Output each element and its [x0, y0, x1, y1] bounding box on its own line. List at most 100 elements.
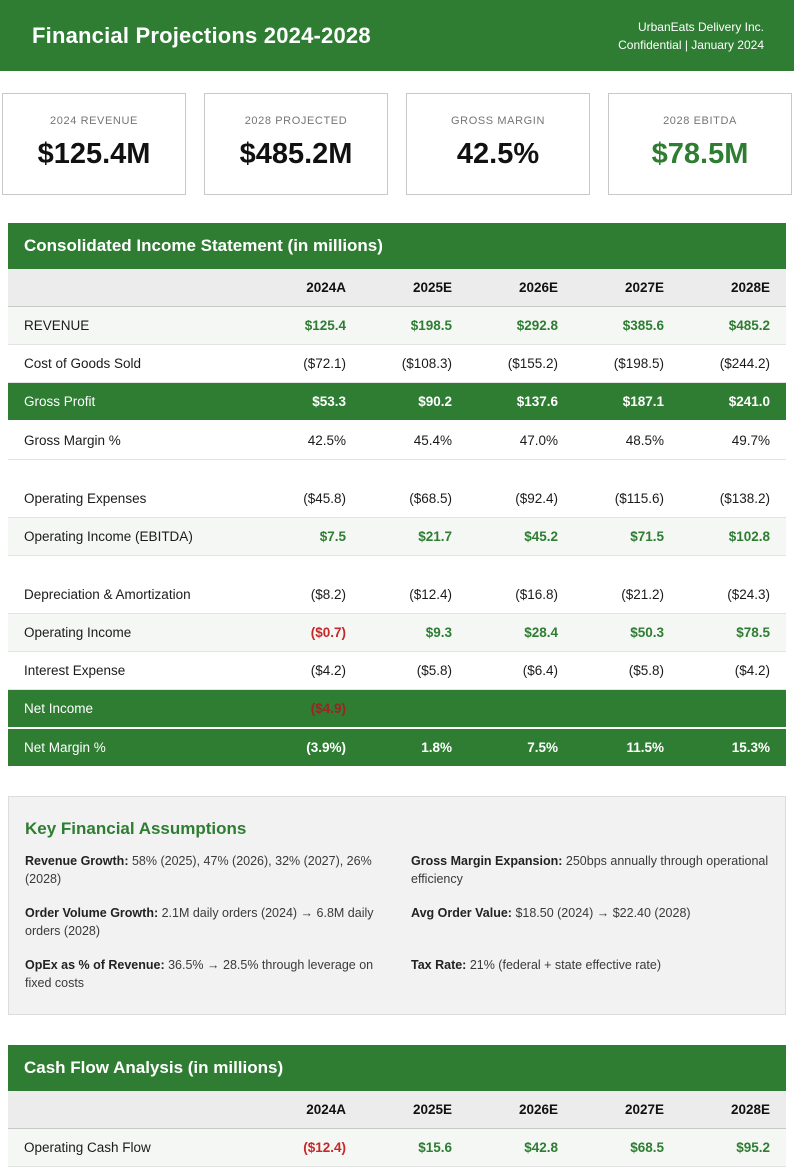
cell-value: 42.5% [307, 433, 346, 448]
cell-value: $198.5 [410, 318, 452, 333]
cell-value: ($8.2) [310, 587, 346, 602]
cell-value: 1.8% [421, 740, 452, 755]
table-row [8, 556, 786, 576]
table-row: Gross Profit $53.3 $90.2 $137.6 $187.1 $241.0 [8, 383, 786, 422]
cell-value: ($72.1) [303, 356, 346, 371]
metric-label: 2028 EBITDA [663, 115, 737, 127]
cell-value: 45.4% [413, 433, 452, 448]
assumption-label: Order Volume Growth: [25, 906, 159, 920]
cell-value: ($68.5) [409, 491, 452, 506]
column-header: 2027E [624, 1102, 664, 1117]
cell-value: ($0.7) [310, 625, 346, 640]
metric-label: GROSS MARGIN [451, 115, 545, 127]
assumption-item: OpEx as % of Revenue: 36.5% → 28.5% thro… [25, 957, 383, 992]
cell-value: $292.8 [516, 318, 558, 333]
header-meta: UrbanEats Delivery Inc. Confidential | J… [618, 18, 764, 54]
cell-value: ($4.9) [310, 701, 346, 716]
page-title: Financial Projections 2024-2028 [32, 22, 371, 48]
cell-value: ($24.3) [727, 587, 770, 602]
cell-value: ($45.8) [303, 491, 346, 506]
assumption-text: 58% (2025), 47% (2026), 32% (2027), 26% … [25, 854, 372, 886]
cell-value: $385.6 [622, 318, 664, 333]
table-row: Cost of Goods Sold ($72.1) ($108.3) ($155.2… [8, 345, 786, 383]
assumption-label: Tax Rate: [411, 958, 467, 972]
table-row: Operating Cash Flow ($12.4) $15.6 $42.8 $68.… [8, 1129, 786, 1167]
page-header: Financial Projections 2024-2028 UrbanEat… [0, 0, 794, 71]
cell-value: (3.9%) [306, 740, 346, 755]
column-header: 2028E [730, 1102, 770, 1117]
column-header: 2025E [412, 1102, 452, 1117]
assumption-item: Tax Rate: 21% (federal + state effective… [411, 957, 769, 992]
cell-value: $78.5 [736, 625, 770, 640]
row-label: Net Margin % [24, 740, 106, 755]
cell-value [468, 698, 574, 720]
column-header: 2026E [518, 1102, 558, 1117]
row-label: Gross Profit [24, 394, 96, 409]
cell-value: $45.2 [524, 529, 558, 544]
metric-cards: 2024 REVENUE $125.4M 2028 PROJECTED $485… [2, 93, 792, 195]
cell-value: $21.7 [418, 529, 452, 544]
cell-value: ($16.8) [515, 587, 558, 602]
column-header: 2027E [624, 280, 664, 295]
cell-value: ($138.2) [719, 491, 770, 506]
row-label: Interest Expense [24, 663, 126, 678]
table-header-row: 2024A 2025E 2026E 2027E 2028E [8, 269, 786, 307]
cell-value: 48.5% [625, 433, 664, 448]
cell-value: ($244.2) [719, 356, 770, 371]
assumption-item: Gross Margin Expansion: 250bps annually … [411, 853, 769, 888]
metric-label: 2024 REVENUE [50, 115, 138, 127]
company-name: UrbanEats Delivery Inc. [637, 19, 764, 34]
cell-value: ($92.4) [515, 491, 558, 506]
row-label: REVENUE [24, 318, 90, 333]
assumption-label: Gross Margin Expansion: [411, 854, 563, 868]
table-row: Interest Expense ($4.2) ($5.8) ($6.4) ($5.8)… [8, 652, 786, 690]
table-row: Net Margin % (3.9%) 1.8% 7.5% 11.5% 15.3% [8, 729, 786, 768]
cell-value: $137.6 [516, 394, 558, 409]
assumptions-grid: Revenue Growth: 58% (2025), 47% (2026), … [25, 853, 769, 992]
assumption-text: 21% (federal + state effective rate) [466, 958, 662, 972]
table-row: Operating Income ($0.7) $9.3 $28.4 $50.3 $78.… [8, 614, 786, 652]
cell-value: $50.3 [630, 625, 664, 640]
cell-value: $28.4 [524, 625, 558, 640]
row-label: Depreciation & Amortization [24, 587, 191, 602]
metric-card-2028-ebitda: 2028 EBITDA $78.5M [608, 93, 792, 195]
metric-value: $125.4M [37, 138, 151, 170]
row-label: Cost of Goods Sold [24, 356, 142, 371]
column-header-spacer [8, 1091, 256, 1128]
cell-value: ($12.4) [303, 1140, 346, 1155]
cell-value: ($115.6) [614, 491, 664, 506]
table-row: Gross Margin % 42.5% 45.4% 47.0% 48.5% 49.7% [8, 422, 786, 460]
cell-value: 15.3% [731, 740, 770, 755]
column-header: 2025E [412, 280, 452, 295]
assumption-label: OpEx as % of Revenue: [25, 958, 165, 972]
cell-value: $102.8 [728, 529, 770, 544]
metric-card-2028-projected: 2028 PROJECTED $485.2M [204, 93, 388, 195]
metric-label: 2028 PROJECTED [244, 115, 348, 127]
assumptions-title: Key Financial Assumptions [25, 819, 247, 838]
table-row: REVENUE $125.4 $198.5 $292.8 $385.6 $485.2 [8, 307, 786, 345]
cell-value: $68.5 [630, 1140, 664, 1155]
row-label: Net Income [24, 701, 94, 716]
metric-card-2024-revenue: 2024 REVENUE $125.4M [2, 93, 186, 195]
cell-value: $71.5 [630, 529, 664, 544]
assumptions-section: Key Financial Assumptions Revenue Growth… [8, 796, 786, 1015]
table-row: Depreciation & Amortization ($8.2) ($12.4)… [8, 576, 786, 614]
metric-value: $78.5M [651, 138, 749, 170]
cell-value: ($155.2) [507, 356, 558, 371]
cell-value: $9.3 [425, 625, 452, 640]
column-header-spacer [8, 269, 256, 306]
cell-value: $90.2 [418, 394, 452, 409]
table-row: Operating Income (EBITDA) $7.5 $21.7 $45.2 $… [8, 518, 786, 556]
assumption-label: Avg Order Value: [411, 906, 512, 920]
row-label: Operating Cash Flow [24, 1140, 151, 1155]
cell-value: ($6.4) [522, 663, 558, 678]
cell-value: ($12.4) [409, 587, 452, 602]
metric-card-gross-margin: GROSS MARGIN 42.5% [406, 93, 590, 195]
row-label: Operating Income [24, 625, 132, 640]
assumption-item: Order Volume Growth: 2.1M daily orders (… [25, 905, 383, 940]
assumption-text: 36.5% → 28.5% through leverage on fixed … [25, 958, 374, 990]
cell-value: $241.0 [728, 394, 770, 409]
confidential-label: Confidential | January 2024 [618, 37, 764, 52]
cell-value: 11.5% [626, 740, 664, 755]
income-statement-table: 2024A 2025E 2026E 2027E 2028E REVENUE $125.4 $1… [8, 269, 786, 768]
